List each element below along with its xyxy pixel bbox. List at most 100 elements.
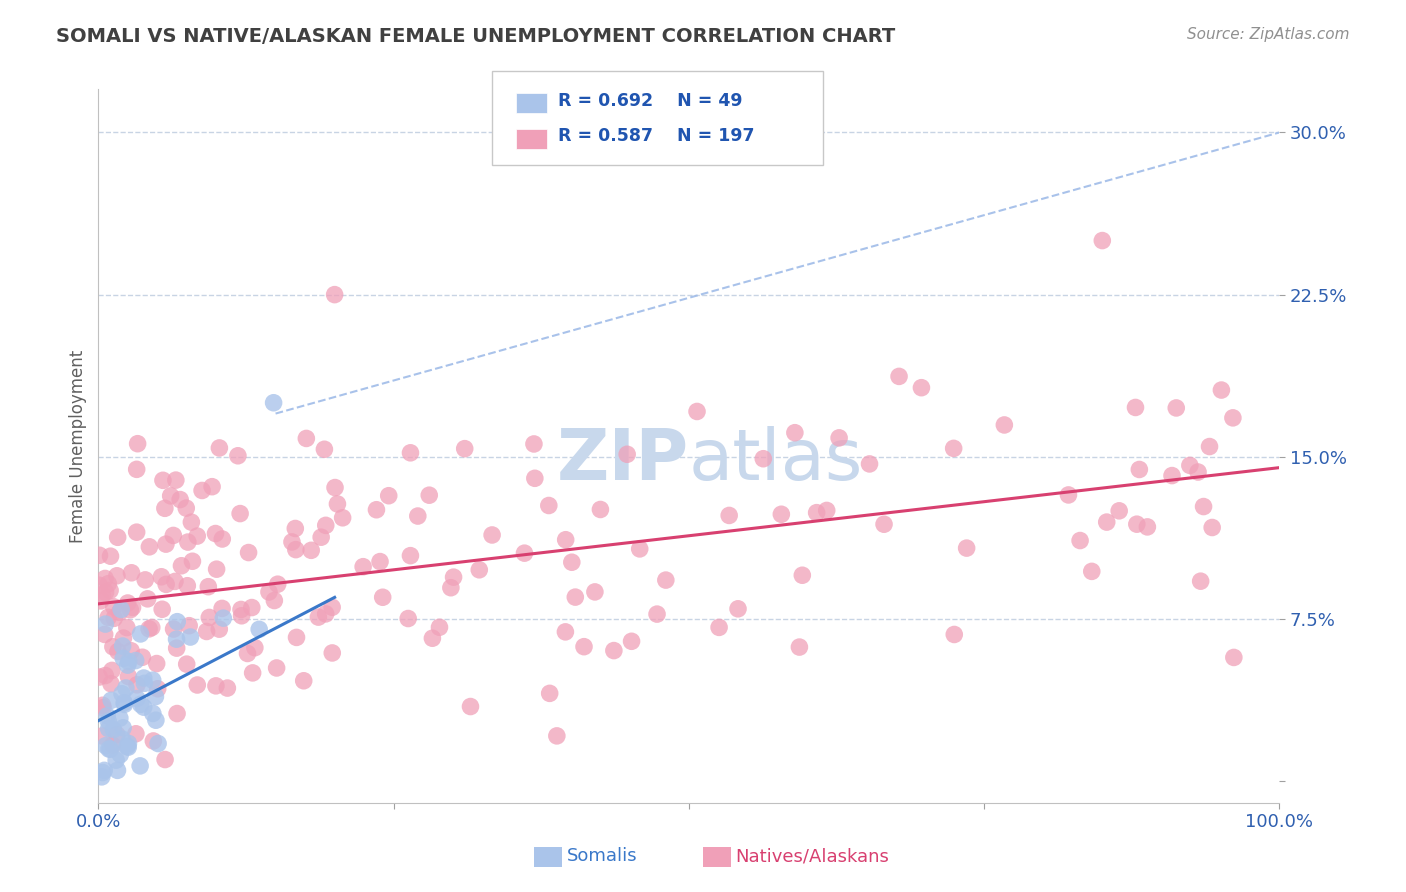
Point (285, 631, 308, 645)
Point (94, 571, 117, 585)
Point (89, 578, 111, 592)
Point (125, 525, 148, 540)
Point (121, 600, 143, 615)
Point (1081, 565, 1104, 579)
Point (454, 442, 477, 456)
Point (352, 559, 374, 574)
Point (93, 764, 115, 778)
Point (429, 620, 451, 634)
Point (956, 541, 979, 555)
Point (201, 480, 224, 494)
Point (94, 739, 117, 753)
Point (127, 436, 149, 450)
Text: R = 0.587    N = 197: R = 0.587 N = 197 (558, 128, 755, 145)
Point (718, 508, 741, 523)
Point (655, 573, 678, 587)
Point (100, 693, 122, 707)
Point (129, 759, 152, 773)
Point (589, 502, 612, 516)
Point (1223, 650, 1246, 665)
Point (443, 570, 465, 584)
Point (468, 563, 491, 577)
Point (554, 624, 576, 639)
Point (440, 581, 463, 595)
Point (281, 535, 304, 549)
Point (117, 670, 139, 684)
Point (97, 722, 120, 736)
Point (103, 599, 125, 614)
Point (1125, 401, 1147, 415)
Point (828, 431, 851, 445)
Point (176, 657, 198, 672)
Point (101, 664, 124, 678)
Point (125, 654, 148, 668)
Point (399, 549, 422, 563)
Point (1192, 500, 1215, 514)
Point (98, 583, 121, 598)
Point (321, 600, 343, 615)
Text: Natives/Alaskans: Natives/Alaskans (735, 847, 889, 865)
Point (181, 554, 204, 568)
Point (247, 623, 270, 637)
Point (132, 671, 155, 685)
Point (176, 579, 198, 593)
Text: Somalis: Somalis (567, 847, 637, 865)
Text: R = 0.692    N = 49: R = 0.692 N = 49 (558, 92, 742, 110)
Point (125, 727, 148, 741)
Point (1222, 410, 1244, 425)
Point (153, 753, 176, 767)
Point (146, 681, 169, 696)
Point (100, 549, 122, 564)
Point (686, 404, 709, 418)
Point (309, 530, 332, 544)
Point (97, 610, 120, 624)
Point (1161, 468, 1184, 483)
Point (111, 639, 134, 653)
Point (165, 473, 187, 487)
Point (152, 473, 174, 487)
Point (138, 540, 160, 554)
Point (186, 529, 208, 543)
Point (1198, 440, 1220, 454)
Point (205, 679, 228, 693)
Point (166, 641, 188, 656)
Point (179, 630, 201, 644)
Point (212, 611, 235, 625)
Point (105, 569, 128, 583)
Point (546, 729, 568, 743)
Point (377, 489, 399, 503)
Point (129, 627, 152, 641)
Point (89, 549, 111, 563)
Point (299, 543, 322, 558)
Point (163, 574, 186, 589)
Point (166, 706, 188, 721)
Point (186, 678, 208, 692)
Point (887, 369, 910, 384)
Point (752, 451, 775, 466)
Point (100, 677, 122, 691)
Point (98, 742, 121, 756)
Point (620, 634, 643, 648)
Point (292, 673, 315, 688)
Point (1126, 517, 1149, 532)
Point (321, 646, 343, 660)
Point (1069, 533, 1091, 548)
Point (208, 622, 231, 636)
Point (873, 517, 896, 532)
Point (326, 497, 349, 511)
Point (910, 381, 932, 395)
Point (150, 570, 173, 584)
Point (418, 488, 440, 502)
Point (180, 515, 202, 529)
Point (603, 643, 626, 657)
Point (1211, 383, 1233, 397)
Point (155, 537, 177, 551)
Text: Source: ZipAtlas.com: Source: ZipAtlas.com (1187, 27, 1350, 42)
Point (208, 441, 231, 455)
Point (94, 668, 117, 682)
Point (266, 661, 288, 675)
Point (240, 600, 263, 615)
Point (572, 640, 595, 654)
Point (108, 605, 131, 619)
Point (177, 535, 200, 549)
